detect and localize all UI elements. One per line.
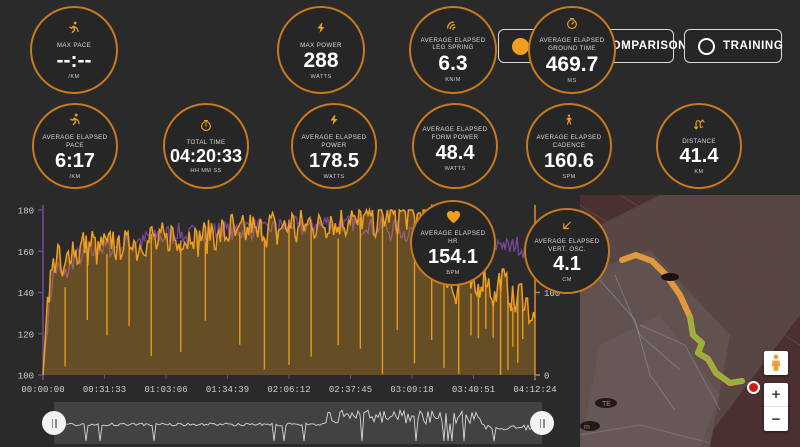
walking-icon	[563, 112, 575, 132]
svg-text:00:31:33: 00:31:33	[83, 385, 126, 395]
svg-text:100: 100	[18, 372, 34, 382]
stat-unit: WATTS	[323, 173, 345, 180]
svg-text:0: 0	[544, 372, 549, 382]
stat-value: --:--	[56, 49, 92, 73]
map-zoom-controls[interactable]: + −	[764, 383, 788, 431]
stat-circle-avg-pace[interactable]: AVERAGE ELAPSED PACE 6:17 /KM	[32, 103, 118, 189]
stopwatch-icon	[565, 16, 579, 35]
bolt-icon	[328, 112, 340, 132]
mode-toggle-group-training: TRAINING	[684, 29, 784, 63]
stat-unit: KN/M	[445, 77, 461, 84]
stat-label: AVERAGE ELAPSED HR	[420, 230, 486, 245]
stat-circle-avg-hr[interactable]: AVERAGE ELAPSED HR 154.1 BPM	[410, 200, 496, 286]
svg-text:02:06:12: 02:06:12	[267, 385, 310, 395]
street-view-pegman-icon[interactable]	[764, 351, 788, 375]
scrubber-handle-left[interactable]	[42, 411, 66, 435]
stat-label: AVERAGE ELAPSED LEG SPRING	[420, 36, 486, 52]
svg-text:120: 120	[18, 330, 34, 340]
stat-value: 288	[303, 49, 339, 73]
stat-value: 154.1	[427, 245, 479, 268]
radio-empty-icon	[698, 37, 715, 55]
stat-circle-avg-power[interactable]: AVERAGE ELAPSED POWER 178.5 WATTS	[291, 103, 377, 189]
runner-icon	[67, 20, 81, 40]
stat-circle-max-power[interactable]: MAX POWER 288 WATTS	[277, 6, 365, 94]
stat-unit: SPM	[562, 173, 576, 180]
svg-text:180: 180	[18, 207, 34, 217]
stat-circle-total-time[interactable]: TOTAL TIME 04:20:33 HH MM SS	[163, 103, 249, 189]
scrubber-track[interactable]	[53, 402, 543, 444]
svg-text:03:09:18: 03:09:18	[390, 385, 433, 395]
stat-value: 178.5	[308, 149, 360, 172]
stat-value: 41.4	[679, 145, 719, 168]
svg-text:160: 160	[18, 248, 34, 258]
stat-circle-form-power[interactable]: AVERAGE ELAPSED FORM POWER 48.4 WATTS	[412, 103, 498, 189]
stat-label: AVERAGE ELAPSED VERT. OSC.	[534, 237, 600, 253]
route-map[interactable]: TE m + −	[580, 195, 800, 447]
stat-circle-vert-osc[interactable]: AVERAGE ELAPSED VERT. OSC. 4.1 CM	[524, 208, 610, 294]
stat-label: AVERAGE ELAPSED CADENCE	[536, 134, 602, 149]
stat-value: 48.4	[435, 141, 475, 164]
runner-icon	[68, 112, 82, 132]
radio-filled-icon	[512, 37, 529, 55]
stat-label: AVERAGE ELAPSED GROUND TIME	[539, 37, 605, 52]
stat-circle-max-pace[interactable]: MAX PACE --:-- /KM	[30, 6, 118, 94]
stat-value: 04:20:33	[169, 146, 243, 167]
stat-label: DISTANCE	[682, 137, 716, 145]
stat-unit: HH MM SS	[190, 168, 222, 175]
stat-unit: MS	[567, 77, 577, 84]
heart-icon	[446, 210, 461, 228]
svg-text:100: 100	[544, 289, 560, 299]
stat-value: 469.7	[545, 52, 599, 76]
svg-text:04:12:24: 04:12:24	[513, 385, 556, 395]
svg-text:03:40:51: 03:40:51	[452, 385, 495, 395]
vert-osc-icon	[560, 219, 574, 236]
stat-label: TOTAL TIME	[186, 138, 226, 146]
scrubber-handle-right[interactable]	[530, 411, 554, 435]
stopwatch-icon	[199, 118, 213, 137]
zoom-in-button[interactable]: +	[764, 383, 788, 407]
svg-text:02:37:45: 02:37:45	[329, 385, 372, 395]
svg-text:140: 140	[18, 289, 34, 299]
time-range-slider[interactable]	[36, 402, 560, 444]
svg-text:01:03:06: 01:03:06	[144, 385, 187, 395]
svg-text:m: m	[584, 424, 590, 431]
scrubber-waveform	[53, 408, 543, 442]
stat-label: MAX PACE	[56, 41, 92, 49]
zoom-out-button[interactable]: −	[771, 410, 781, 428]
stat-circle-ground-time[interactable]: AVERAGE ELAPSED GROUND TIME 469.7 MS	[528, 6, 616, 94]
map-canvas: TE m	[580, 195, 800, 447]
svg-text:01:34:39: 01:34:39	[206, 385, 249, 395]
stat-unit: /KM	[68, 74, 80, 81]
stat-circle-distance[interactable]: DISTANCE 41.4 KM	[656, 103, 742, 189]
pegman-glyph	[771, 354, 781, 371]
route-icon	[692, 117, 706, 136]
stat-unit: /KM	[69, 173, 81, 180]
stat-circle-avg-cadence[interactable]: AVERAGE ELAPSED CADENCE 160.6 SPM	[526, 103, 612, 189]
bolt-icon	[315, 20, 327, 40]
stat-unit: KM	[694, 169, 704, 176]
stat-value: 6:17	[54, 149, 96, 172]
stat-value: 6.3	[438, 52, 468, 76]
stat-unit: BPM	[446, 269, 460, 276]
current-position-marker[interactable]	[747, 381, 760, 394]
stat-unit: WATTS	[310, 74, 332, 81]
stat-label: AVERAGE ELAPSED PACE	[42, 134, 108, 149]
svg-text:TE: TE	[602, 401, 611, 408]
mode-button-training-label: TRAINING	[723, 40, 784, 52]
stat-label: AVERAGE ELAPSED FORM POWER	[422, 126, 488, 141]
stat-value: 4.1	[553, 253, 581, 276]
svg-text:00:00:00: 00:00:00	[21, 385, 64, 395]
mode-button-training[interactable]: TRAINING	[684, 29, 784, 63]
stat-value: 160.6	[543, 149, 595, 172]
stat-circle-leg-spring[interactable]: AVERAGE ELAPSED LEG SPRING 6.3 KN/M	[409, 6, 497, 94]
stat-unit: WATTS	[444, 165, 466, 172]
stat-label: MAX POWER	[300, 41, 342, 49]
stat-label: AVERAGE ELAPSED POWER	[301, 134, 367, 149]
stat-unit: CM	[562, 277, 572, 284]
spring-icon	[445, 17, 461, 35]
